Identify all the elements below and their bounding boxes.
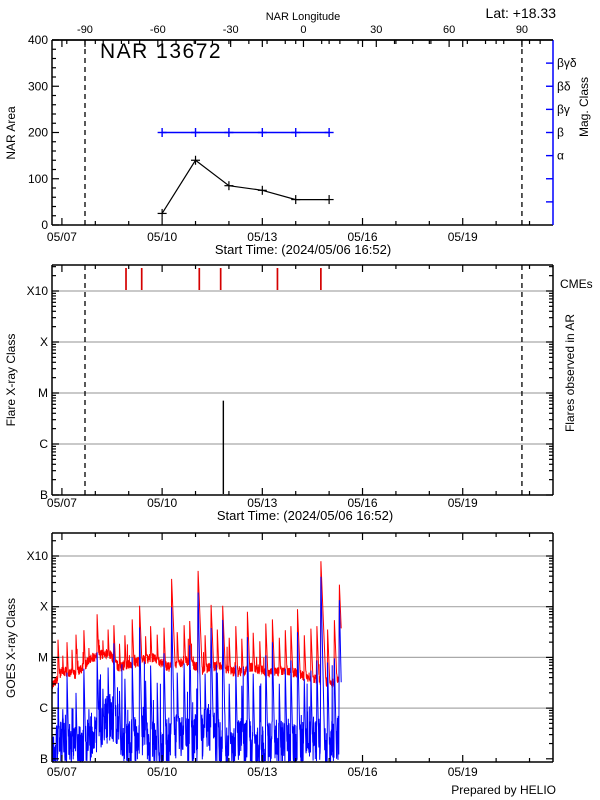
log-tick-label: B	[40, 752, 48, 766]
x-tick-label: 05/07	[47, 496, 77, 510]
mag-class-tick-label: β	[557, 126, 564, 140]
mag-class-tick-label: α	[557, 149, 564, 163]
log-tick-label: B	[40, 488, 48, 502]
longitude-tick-label: -30	[223, 24, 239, 36]
mag-class-tick-label: βδ	[557, 79, 571, 93]
log-tick-label: X	[40, 600, 48, 614]
x-tick-label: 05/13	[247, 496, 277, 510]
axes-layer: 05/07 05/10 05/13 05/16 05/19 05/07 05/10 05/13…	[27, 24, 577, 779]
log-tick-label: M	[38, 386, 48, 400]
x-tick-label: 05/10	[147, 765, 177, 779]
x-tick-label: 05/07	[47, 230, 77, 244]
flare-class-axis-title: Flare X-ray Class	[4, 334, 18, 427]
panel1-start-time-label: Start Time: (2024/05/06 16:52)	[215, 242, 391, 257]
mag-class-tick-label: βγδ	[557, 56, 577, 70]
flares-observed-axis-title: Flares observed in AR	[563, 314, 577, 432]
longitude-tick-label: 0	[300, 24, 306, 36]
latitude-label: Lat: +18.33	[486, 5, 557, 21]
x-tick-label: 05/16	[348, 230, 378, 244]
gridlines-layer	[52, 40, 553, 709]
prepared-by-credit: Prepared by HELIO	[451, 783, 556, 797]
nar-area-line	[161, 159, 330, 214]
longitude-tick-label: 30	[370, 24, 382, 36]
log-tick-label: X10	[27, 549, 49, 563]
log-tick-label: C	[39, 701, 48, 715]
area-tick-label: 400	[28, 33, 48, 47]
x-tick-label: 05/19	[448, 496, 478, 510]
nar-area-axis-title: NAR Area	[4, 106, 18, 160]
goes-short-channel-series	[51, 576, 342, 763]
nar-longitude-axis-title: NAR Longitude	[266, 11, 341, 23]
series-layer	[51, 128, 342, 763]
x-tick-label: 05/16	[348, 496, 378, 510]
longitude-tick-label: 90	[516, 24, 528, 36]
log-tick-label: X	[40, 335, 48, 349]
mag-class-tick-label: βγ	[557, 102, 570, 116]
x-tick-label: 05/19	[448, 765, 478, 779]
mag-class-axis-title: Mag. Class	[577, 77, 591, 137]
region-title: NAR 13672	[100, 40, 222, 63]
x-tick-label: 05/13	[247, 230, 277, 244]
goes-long-channel-series	[51, 561, 342, 690]
log-tick-label: X10	[27, 284, 49, 298]
x-tick-label: 05/07	[47, 765, 77, 779]
x-tick-label: 05/10	[147, 496, 177, 510]
area-tick-label: 300	[28, 79, 48, 93]
longitude-tick-label: 60	[443, 24, 455, 36]
log-tick-label: C	[39, 437, 48, 451]
log-tick-label: M	[38, 650, 48, 664]
x-tick-label: 05/16	[348, 765, 378, 779]
area-tick-label: 0	[41, 218, 48, 232]
area-tick-label: 200	[28, 126, 48, 140]
area-tick-label: 100	[28, 172, 48, 186]
x-tick-label: 05/13	[247, 765, 277, 779]
x-tick-label: 05/19	[448, 230, 478, 244]
x-tick-label: 05/10	[147, 230, 177, 244]
panel2-start-time-label: Start Time: (2024/05/06 16:52)	[217, 508, 393, 523]
cmes-label: CMEs	[560, 277, 593, 291]
longitude-tick-label: -60	[150, 24, 166, 36]
goes-class-axis-title: GOES X-ray Class	[4, 598, 18, 698]
longitude-tick-label: -90	[77, 24, 93, 36]
